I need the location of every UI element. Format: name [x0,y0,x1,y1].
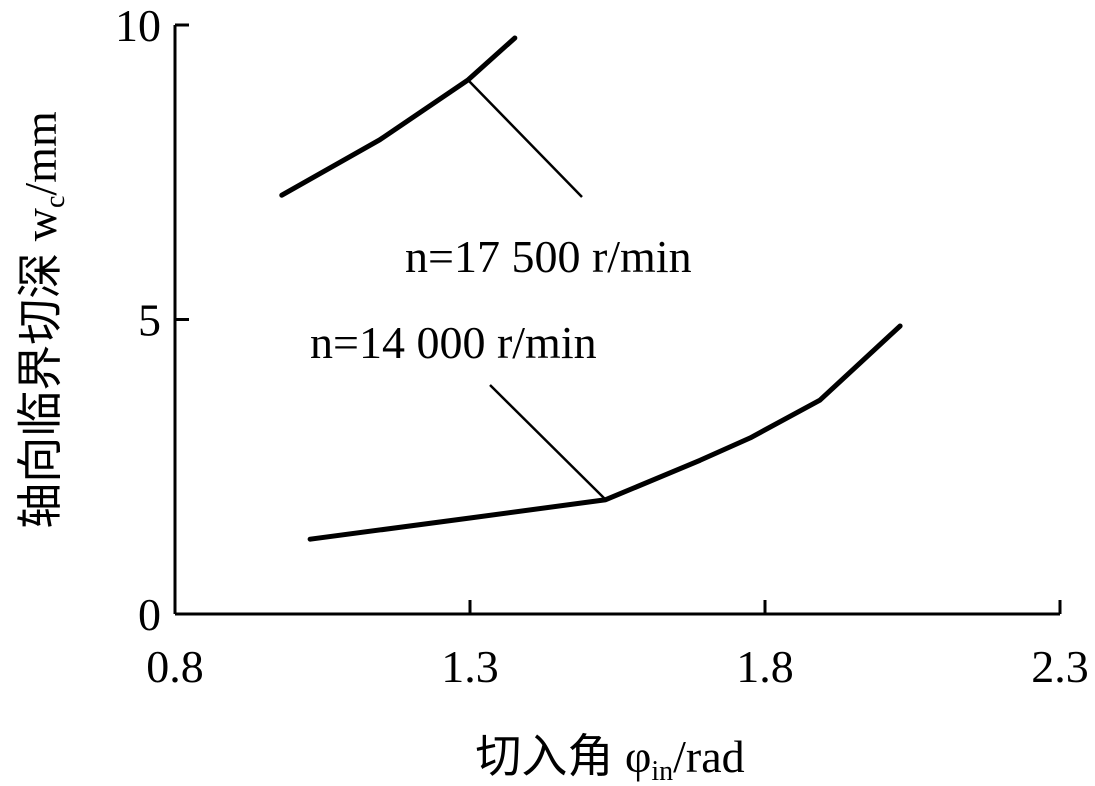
x-tick-label: 2.3 [1031,641,1089,692]
y-axis-label: 轴向临界切深 wc/mm [15,111,71,529]
series-line [279,35,518,198]
series-label: n=14 000 r/min [310,317,597,368]
x-tick-label: 0.8 [146,641,204,692]
series-label: n=17 500 r/min [405,231,692,282]
x-tick-label: 1.8 [736,641,794,692]
x-label-rest: /rad [673,731,745,782]
y-tick-label: 5 [138,295,161,346]
x-tick-label: 1.3 [441,641,499,692]
x-label-sub: in [651,756,673,786]
leader-line [489,384,607,501]
y-tick-label: 0 [138,589,161,640]
x-label-main: 切入角 φ [475,731,651,782]
series-line [307,323,903,542]
y-label-main: 轴向临界切深 w [15,207,66,529]
y-label-sub: c [40,196,71,208]
y-label-rest: /mm [15,111,66,196]
leader-line [467,79,583,198]
x-axis-label: 切入角 φin/rad [475,731,744,786]
y-tick-label: 10 [115,0,161,51]
